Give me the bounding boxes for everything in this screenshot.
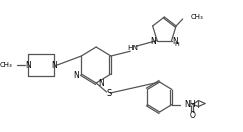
Text: HN: HN xyxy=(128,45,139,51)
Text: N: N xyxy=(52,60,57,70)
Text: S: S xyxy=(107,88,112,98)
Text: O: O xyxy=(190,111,196,120)
Text: N: N xyxy=(98,79,104,88)
Text: N: N xyxy=(74,70,79,79)
Text: NH: NH xyxy=(184,100,196,109)
Text: CH₃: CH₃ xyxy=(0,62,13,68)
Text: N: N xyxy=(173,37,178,46)
Text: CH₃: CH₃ xyxy=(190,14,203,20)
Text: N: N xyxy=(25,60,31,70)
Text: N: N xyxy=(150,37,156,46)
Text: H: H xyxy=(174,42,179,47)
